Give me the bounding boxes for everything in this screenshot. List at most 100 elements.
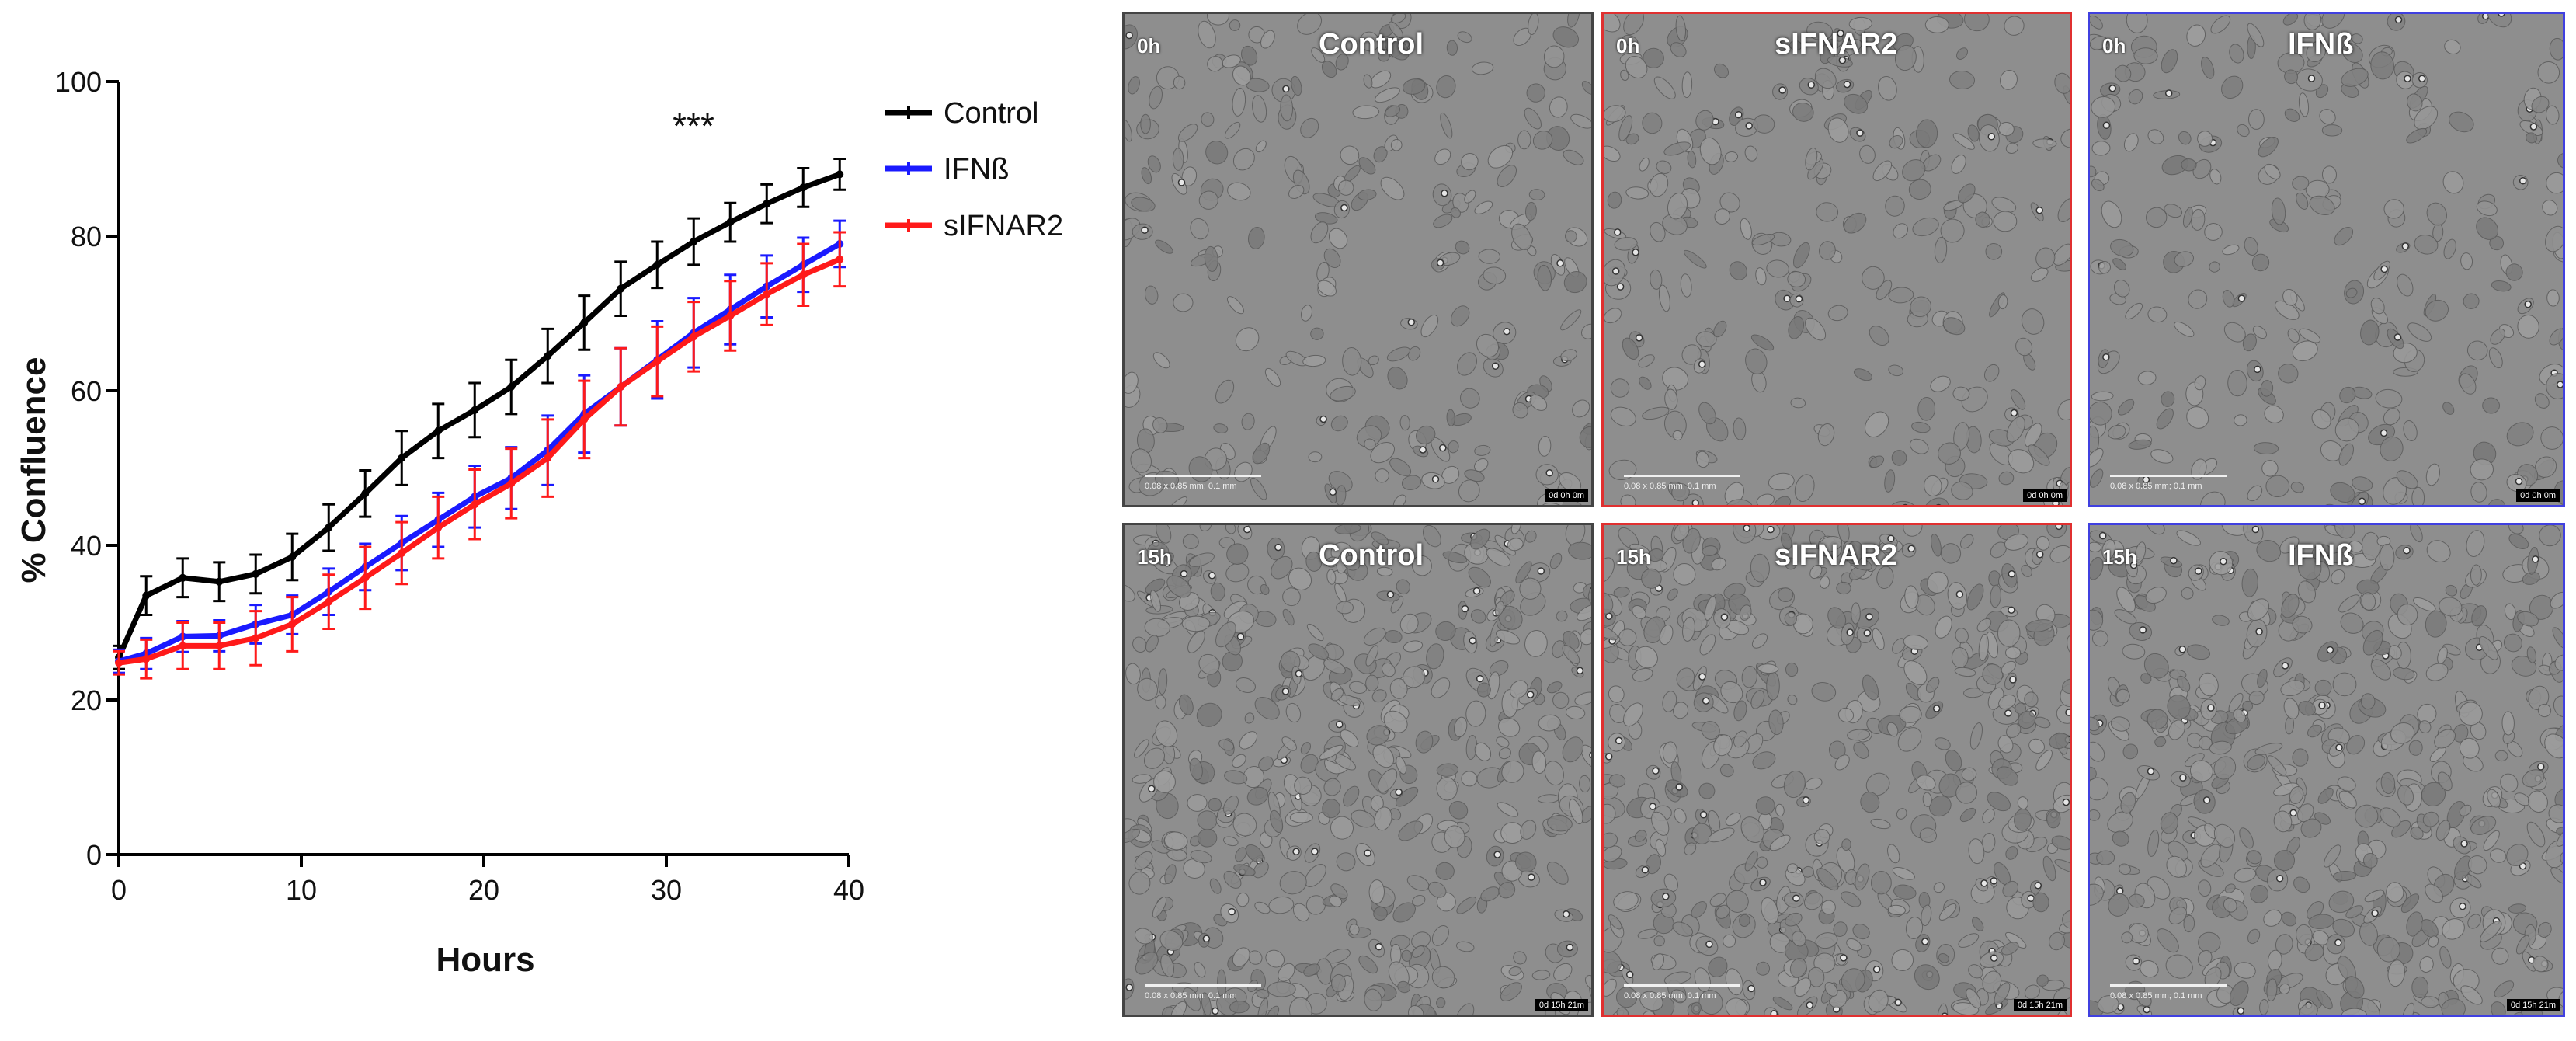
data-point	[142, 655, 151, 663]
condition-label: IFNß	[2288, 539, 2354, 572]
x-tick-label: 30	[651, 874, 682, 906]
series-control	[113, 158, 846, 670]
significance-annotation: ***	[673, 106, 714, 146]
condition-label: sIFNAR2	[1775, 539, 1898, 572]
data-point	[726, 218, 735, 227]
elapsed-time-stamp: 0d 0h 0m	[1545, 489, 1588, 502]
microscopy-panel: 0h IFNß 0.08 x 0.85 mm; 0.1 mm 0d 0h 0m	[2088, 12, 2565, 507]
scale-bar	[1145, 475, 1261, 477]
data-point	[726, 312, 735, 320]
data-point	[799, 183, 808, 192]
timepoint-label: 0h	[1137, 34, 1161, 57]
microscopy-panel: 0h Control 0.08 x 0.85 mm; 0.1 mm 0d 0h 0m	[1122, 12, 1594, 507]
cell-micrograph-image	[1125, 14, 1591, 505]
data-point	[215, 577, 224, 586]
data-point	[398, 454, 406, 462]
microscopy-panel: 15h Control 0.08 x 0.85 mm; 0.1 mm 0d 15h 2…	[1122, 523, 1594, 1017]
scale-bar	[1145, 984, 1261, 987]
timepoint-label: 0h	[2102, 34, 2126, 57]
timepoint-label: 0h	[1616, 34, 1640, 57]
series-line	[118, 256, 841, 666]
scale-bar-label: 0.08 x 0.85 mm; 0.1 mm	[1145, 991, 1237, 1001]
legend-item: Control	[885, 97, 1039, 130]
x-tick-label: 0	[111, 874, 127, 906]
x-axis-title: Hours	[436, 941, 534, 979]
confluence-chart: 0 20 40 60 80 100 0 10 20 30 40 % Confluence Hours…	[15, 66, 1063, 979]
scale-bar-label: 0.08 x 0.85 mm; 0.1 mm	[1624, 482, 1716, 491]
data-point	[690, 332, 698, 341]
y-tick-label: 40	[71, 530, 102, 562]
data-point	[653, 260, 662, 269]
data-point	[179, 573, 187, 582]
scale-bar-label: 0.08 x 0.85 mm; 0.1 mm	[2110, 482, 2202, 491]
data-point	[361, 489, 370, 498]
series-line	[116, 172, 841, 659]
data-point	[799, 270, 808, 279]
data-point	[115, 659, 123, 667]
scale-bar	[2110, 475, 2227, 477]
data-point	[544, 352, 552, 360]
data-point	[507, 479, 516, 488]
data-point	[361, 573, 370, 582]
y-tick-label: 0	[86, 839, 102, 871]
data-point	[471, 406, 479, 414]
x-tick-label: 40	[833, 874, 864, 906]
data-point	[836, 255, 844, 263]
condition-label: Control	[1319, 539, 1424, 572]
elapsed-time-stamp: 0d 0h 0m	[2023, 489, 2067, 502]
cell-micrograph-image	[2090, 14, 2563, 505]
data-point	[580, 319, 589, 327]
data-point	[507, 383, 516, 392]
cell-micrograph-image	[1604, 525, 2070, 1015]
data-point	[179, 642, 187, 650]
legend-label: sIFNAR2	[944, 210, 1063, 242]
scale-bar	[1624, 475, 1740, 477]
scale-bar-label: 0.08 x 0.85 mm; 0.1 mm	[1624, 991, 1716, 1001]
cell-micrograph-image	[1604, 14, 2070, 505]
chart-legend: Control IFNß sIFNAR2	[885, 97, 1063, 242]
data-point	[142, 591, 151, 600]
condition-label: Control	[1319, 28, 1424, 61]
legend-item: sIFNAR2	[885, 210, 1063, 242]
data-point	[215, 642, 224, 650]
cell-micrograph-image	[2090, 525, 2563, 1015]
scale-bar-label: 0.08 x 0.85 mm; 0.1 mm	[2110, 991, 2202, 1001]
x-tick-label: 20	[468, 874, 499, 906]
microscopy-panel: 0h sIFNAR2 0.08 x 0.85 mm; 0.1 mm 0d 0h 0m	[1601, 12, 2072, 507]
y-axis-title: % Confluence	[15, 357, 53, 583]
data-point	[471, 500, 479, 509]
data-point	[544, 454, 552, 462]
series-ifn-	[113, 219, 846, 674]
timepoint-label: 15h	[1616, 545, 1651, 569]
data-point	[434, 524, 443, 532]
data-point	[252, 569, 260, 578]
condition-label: sIFNAR2	[1775, 28, 1898, 61]
chart-series	[113, 158, 846, 680]
data-point	[398, 548, 406, 557]
legend-label: IFNß	[944, 153, 1009, 186]
data-point	[763, 200, 771, 208]
legend-item: IFNß	[885, 153, 1009, 186]
timepoint-label: 15h	[1137, 545, 1172, 569]
legend-label: Control	[944, 97, 1039, 130]
data-point	[325, 597, 333, 606]
microscopy-panel: 15h sIFNAR2 0.08 x 0.85 mm; 0.1 mm 0d 15h 2…	[1601, 523, 2072, 1017]
data-point	[763, 290, 771, 298]
scale-bar	[1624, 984, 1740, 987]
timepoint-label: 15h	[2102, 545, 2137, 569]
elapsed-time-stamp: 0d 15h 21m	[1535, 999, 1588, 1011]
x-tick-label: 10	[286, 874, 317, 906]
series-sifnar2	[113, 231, 846, 680]
data-point	[690, 237, 698, 245]
data-point	[252, 634, 260, 642]
y-tick-label: 100	[55, 66, 102, 98]
microscopy-panel: 15h IFNß 0.08 x 0.85 mm; 0.1 mm 0d 15h 21m	[2088, 523, 2565, 1017]
data-point	[288, 620, 297, 628]
data-point	[617, 383, 625, 392]
data-point	[434, 426, 443, 435]
data-point	[580, 415, 589, 423]
data-point	[325, 524, 333, 532]
elapsed-time-stamp: 0d 0h 0m	[2516, 489, 2560, 502]
y-tick-label: 80	[71, 221, 102, 252]
elapsed-time-stamp: 0d 15h 21m	[2506, 999, 2560, 1011]
